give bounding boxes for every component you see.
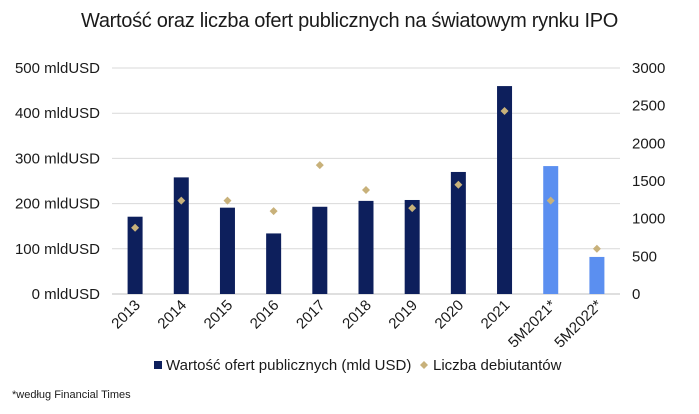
x-tick-label: 2021 [478, 297, 514, 333]
right-tick-label: 3000 [632, 60, 665, 77]
right-tick-label: 1500 [632, 173, 665, 190]
right-tick-label: 2500 [632, 98, 665, 115]
footnote: *według Financial Times [12, 389, 131, 401]
left-tick-label: 200 mldUSD [15, 196, 100, 213]
x-tick-label: 2017 [293, 297, 329, 333]
bar-series [127, 86, 605, 294]
diamond-marker [223, 196, 232, 205]
bar [450, 171, 466, 294]
bar [543, 166, 559, 294]
left-tick-label: 0 mldUSD [32, 286, 101, 303]
diamond-marker [362, 186, 370, 195]
diamond-marker [408, 204, 417, 213]
diamond-marker [546, 196, 555, 205]
right-tick-label: 2000 [632, 135, 665, 152]
diamond-marker [454, 180, 463, 189]
diamond-marker [500, 106, 509, 115]
bar [312, 206, 328, 294]
right-axis: 0 500 1000 1500 2000 2500 3000 [632, 60, 665, 303]
left-tick-label: 100 mldUSD [15, 241, 100, 258]
right-tick-label: 0 [632, 286, 640, 303]
x-tick-label: 2020 [432, 297, 468, 333]
x-axis: 2013 2014 2015 2016 2017 2018 2019 2020 20215M20… [108, 297, 606, 352]
diamond-marker [592, 244, 601, 253]
bar [358, 200, 374, 294]
marker-series [131, 106, 601, 253]
diamond-marker [131, 223, 140, 232]
bar [127, 216, 143, 294]
x-tick-label: 5M2021* [505, 297, 560, 352]
diamond-marker [177, 196, 186, 205]
x-tick-label: 5M2022* [551, 297, 606, 352]
left-tick-label: 400 mldUSD [15, 105, 100, 122]
x-tick-label: 2013 [108, 297, 144, 333]
diamond-marker [269, 207, 278, 216]
bar [219, 207, 235, 294]
right-tick-label: 500 [632, 248, 657, 265]
x-tick-label: 2019 [385, 297, 421, 333]
chart-title: Wartość oraz liczba ofert publicznych na… [80, 10, 618, 32]
legend-bar-swatch [154, 361, 162, 369]
bar [266, 233, 282, 294]
legend: Wartość ofert publicznych (mld USD) Licz… [154, 357, 562, 374]
left-axis: 0 mldUSD 100 mldUSD 200 mldUSD 300 mldUSD 40… [15, 60, 100, 303]
bar [173, 177, 189, 294]
x-tick-label: 2015 [201, 297, 237, 333]
legend-marker-label: Liczba debiutantów [433, 357, 562, 374]
bar [497, 86, 513, 294]
diamond-marker [315, 161, 324, 170]
legend-diamond-icon [420, 361, 428, 369]
x-tick-label: 2014 [154, 297, 190, 333]
legend-bar-label: Wartość ofert publicznych (mld USD) [166, 357, 411, 374]
x-tick-label: 2016 [247, 297, 283, 333]
bar [589, 256, 605, 294]
left-tick-label: 300 mldUSD [15, 150, 100, 167]
left-tick-label: 500 mldUSD [15, 60, 100, 77]
right-tick-label: 1000 [632, 211, 665, 228]
bar [404, 199, 420, 294]
x-tick-label: 2018 [339, 297, 375, 333]
